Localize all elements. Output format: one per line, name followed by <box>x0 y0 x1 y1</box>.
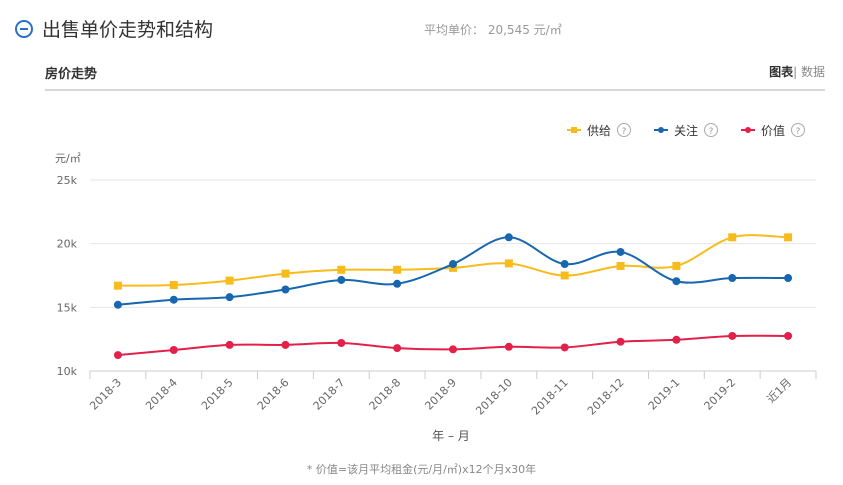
help-icon-glyph: ? <box>709 127 714 137</box>
x-tick-label: 2018-6 <box>255 376 292 413</box>
y-tick-label: 10k <box>57 365 78 378</box>
data-point <box>616 337 625 346</box>
data-point <box>560 260 569 269</box>
divider <box>45 89 825 91</box>
data-point <box>337 265 346 274</box>
data-point <box>504 233 513 242</box>
data-point <box>616 261 625 270</box>
data-point <box>337 338 346 347</box>
data-point <box>449 260 457 269</box>
data-point <box>169 345 178 354</box>
avg-label: 平均单价： <box>424 23 485 37</box>
y-axis-label: 元/㎡ <box>55 152 81 165</box>
legend-label: 供给 <box>587 124 611 138</box>
panel-title: 房价走势 <box>45 67 98 82</box>
x-tick-label: 2018-3 <box>87 376 124 413</box>
data-point <box>281 269 290 278</box>
x-tick-label: 2018-8 <box>367 376 404 413</box>
data-point <box>337 275 346 284</box>
x-tick-label: 2018-7 <box>311 376 348 413</box>
x-tick-label: 近1月 <box>764 376 794 406</box>
legend-marker <box>658 127 664 133</box>
data-point <box>672 261 681 270</box>
help-icon <box>704 123 718 137</box>
data-point <box>784 233 793 242</box>
data-point <box>504 259 513 268</box>
x-tick-label: 2019-2 <box>702 376 739 413</box>
data-point <box>784 331 793 340</box>
toggle-separator: | <box>793 65 798 79</box>
footnote: * 价值=该月平均租金(元/月/㎡)x12个月x30年 <box>306 463 537 476</box>
data-point <box>393 344 402 353</box>
data-point <box>616 247 625 256</box>
data-point <box>560 271 569 280</box>
legend-marker <box>571 127 577 133</box>
avg-value: 20,545 元/㎡ <box>487 23 562 37</box>
collapse-icon[interactable] <box>15 20 33 38</box>
help-icon <box>791 123 805 137</box>
data-point <box>225 340 234 349</box>
section-title: 出售单价走势和结构 <box>42 19 214 41</box>
data-point <box>560 343 569 352</box>
data-point <box>449 345 457 354</box>
data-point <box>728 274 737 283</box>
data-point <box>225 276 234 285</box>
data-point <box>281 340 290 349</box>
view-toggle: 图表| 数据 <box>769 63 825 80</box>
x-tick-label: 2018-12 <box>585 376 627 418</box>
data-point <box>169 295 178 304</box>
help-icon-glyph: ? <box>622 127 627 137</box>
legend-label: 价值 <box>761 123 785 138</box>
data-point <box>393 265 402 274</box>
data-point <box>113 281 122 290</box>
data-point <box>728 233 737 242</box>
data-point <box>393 279 402 288</box>
y-tick-label: 25k <box>57 174 78 187</box>
data-point <box>169 281 178 290</box>
data-point <box>504 342 513 351</box>
data-point <box>672 335 681 344</box>
data-point <box>728 331 737 340</box>
chart-tab[interactable]: 图表 <box>769 65 794 79</box>
data-tab[interactable]: 数据 <box>800 65 825 79</box>
legend-label: 关注 <box>674 123 698 138</box>
x-tick-label: 2019-1 <box>646 376 683 413</box>
data-point <box>281 285 290 294</box>
data-point <box>113 300 122 309</box>
x-tick-label: 2018-9 <box>422 376 459 413</box>
y-tick-label: 15k <box>57 301 78 314</box>
x-tick-label: 2018-4 <box>143 376 180 413</box>
data-point <box>225 293 234 302</box>
x-tick-label: 2018-10 <box>473 376 515 418</box>
y-tick-label: 20k <box>57 238 78 251</box>
x-tick-label: 2018-5 <box>199 376 236 413</box>
data-point <box>113 351 122 360</box>
data-point <box>784 274 793 283</box>
average-price: 平均单价： 20,545 元/㎡ <box>424 21 562 38</box>
help-icon-glyph: ? <box>796 127 801 137</box>
data-point <box>672 277 681 286</box>
x-tick-label: 2018-11 <box>529 376 571 418</box>
help-icon <box>617 123 631 137</box>
x-axis-label: 年 – 月 <box>432 429 470 443</box>
legend-marker <box>745 127 751 133</box>
